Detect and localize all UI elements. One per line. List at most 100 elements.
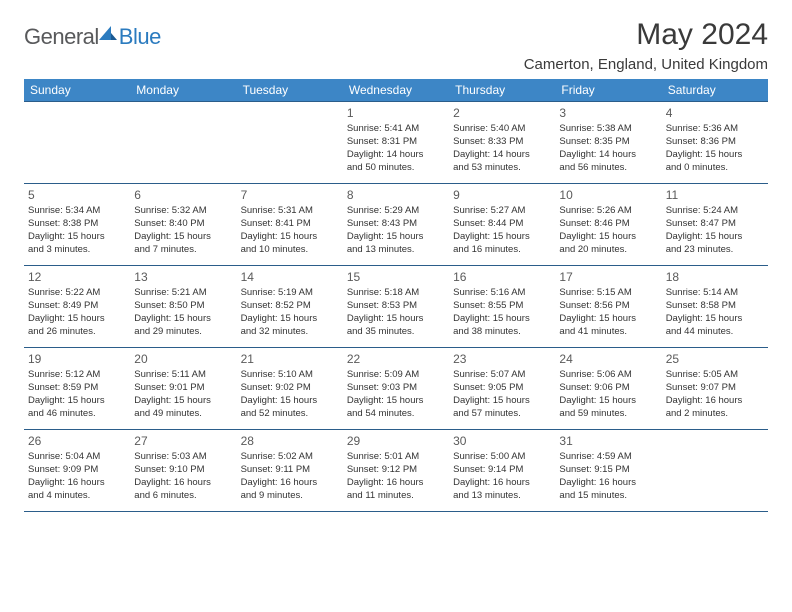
- daylight-line: Daylight: 15 hours: [559, 231, 657, 244]
- sunset-line: Sunset: 8:47 PM: [666, 218, 764, 231]
- daylight-line: Daylight: 16 hours: [134, 477, 232, 490]
- sunrise-line: Sunrise: 5:12 AM: [28, 369, 126, 382]
- sunset-line: Sunset: 9:07 PM: [666, 382, 764, 395]
- sunset-line: Sunset: 9:09 PM: [28, 464, 126, 477]
- daylight-line: Daylight: 16 hours: [347, 477, 445, 490]
- weekday-header: Wednesday: [343, 79, 449, 102]
- daylight-line: and 0 minutes.: [666, 162, 764, 175]
- day-number: 11: [666, 187, 764, 203]
- calendar-day-cell: 30Sunrise: 5:00 AMSunset: 9:14 PMDayligh…: [449, 430, 555, 512]
- sunrise-line: Sunrise: 5:01 AM: [347, 451, 445, 464]
- calendar-week-row: 1Sunrise: 5:41 AMSunset: 8:31 PMDaylight…: [24, 102, 768, 184]
- page: General Blue May 2024 Camerton, England,…: [0, 0, 792, 530]
- daylight-line: and 52 minutes.: [241, 408, 339, 421]
- day-number: 23: [453, 351, 551, 367]
- calendar-day-cell: 18Sunrise: 5:14 AMSunset: 8:58 PMDayligh…: [662, 266, 768, 348]
- calendar-day-cell: 11Sunrise: 5:24 AMSunset: 8:47 PMDayligh…: [662, 184, 768, 266]
- title-block: May 2024 Camerton, England, United Kingd…: [524, 18, 768, 73]
- sunset-line: Sunset: 8:50 PM: [134, 300, 232, 313]
- calendar-day-cell: [24, 102, 130, 184]
- day-number: 3: [559, 105, 657, 121]
- sunset-line: Sunset: 8:36 PM: [666, 136, 764, 149]
- day-number: 14: [241, 269, 339, 285]
- daylight-line: Daylight: 16 hours: [559, 477, 657, 490]
- day-number: 25: [666, 351, 764, 367]
- sunset-line: Sunset: 8:58 PM: [666, 300, 764, 313]
- daylight-line: and 38 minutes.: [453, 326, 551, 339]
- calendar-day-cell: 9Sunrise: 5:27 AMSunset: 8:44 PMDaylight…: [449, 184, 555, 266]
- daylight-line: and 49 minutes.: [134, 408, 232, 421]
- day-number: 19: [28, 351, 126, 367]
- daylight-line: and 46 minutes.: [28, 408, 126, 421]
- daylight-line: Daylight: 14 hours: [559, 149, 657, 162]
- daylight-line: and 57 minutes.: [453, 408, 551, 421]
- sunrise-line: Sunrise: 5:03 AM: [134, 451, 232, 464]
- calendar-day-cell: 15Sunrise: 5:18 AMSunset: 8:53 PMDayligh…: [343, 266, 449, 348]
- sunset-line: Sunset: 8:44 PM: [453, 218, 551, 231]
- sunset-line: Sunset: 8:31 PM: [347, 136, 445, 149]
- daylight-line: and 3 minutes.: [28, 244, 126, 257]
- daylight-line: and 16 minutes.: [453, 244, 551, 257]
- weekday-header: Thursday: [449, 79, 555, 102]
- daylight-line: and 7 minutes.: [134, 244, 232, 257]
- calendar-day-cell: 19Sunrise: 5:12 AMSunset: 8:59 PMDayligh…: [24, 348, 130, 430]
- sunset-line: Sunset: 9:11 PM: [241, 464, 339, 477]
- sunrise-line: Sunrise: 4:59 AM: [559, 451, 657, 464]
- day-number: 4: [666, 105, 764, 121]
- daylight-line: and 11 minutes.: [347, 490, 445, 503]
- logo-triangle-icon: [99, 26, 117, 40]
- calendar-day-cell: 31Sunrise: 4:59 AMSunset: 9:15 PMDayligh…: [555, 430, 661, 512]
- sunset-line: Sunset: 8:38 PM: [28, 218, 126, 231]
- day-number: 18: [666, 269, 764, 285]
- day-number: 26: [28, 433, 126, 449]
- calendar-day-cell: 14Sunrise: 5:19 AMSunset: 8:52 PMDayligh…: [237, 266, 343, 348]
- daylight-line: Daylight: 15 hours: [241, 395, 339, 408]
- sunrise-line: Sunrise: 5:00 AM: [453, 451, 551, 464]
- calendar-day-cell: 25Sunrise: 5:05 AMSunset: 9:07 PMDayligh…: [662, 348, 768, 430]
- sunrise-line: Sunrise: 5:31 AM: [241, 205, 339, 218]
- day-number: 29: [347, 433, 445, 449]
- sunrise-line: Sunrise: 5:29 AM: [347, 205, 445, 218]
- daylight-line: Daylight: 15 hours: [134, 231, 232, 244]
- day-number: 21: [241, 351, 339, 367]
- location: Camerton, England, United Kingdom: [524, 56, 768, 73]
- daylight-line: and 23 minutes.: [666, 244, 764, 257]
- sunrise-line: Sunrise: 5:04 AM: [28, 451, 126, 464]
- daylight-line: Daylight: 15 hours: [28, 313, 126, 326]
- calendar-day-cell: 3 Sunrise: 5:38 AMSunset: 8:35 PMDaylight…: [555, 102, 661, 184]
- weekday-header: Saturday: [662, 79, 768, 102]
- daylight-line: Daylight: 15 hours: [559, 313, 657, 326]
- sunrise-line: Sunrise: 5:16 AM: [453, 287, 551, 300]
- daylight-line: Daylight: 15 hours: [347, 313, 445, 326]
- daylight-line: Daylight: 16 hours: [453, 477, 551, 490]
- logo-text-general: General: [24, 24, 99, 50]
- daylight-line: Daylight: 16 hours: [666, 395, 764, 408]
- sunset-line: Sunset: 9:15 PM: [559, 464, 657, 477]
- sunrise-line: Sunrise: 5:26 AM: [559, 205, 657, 218]
- calendar-day-cell: 6Sunrise: 5:32 AMSunset: 8:40 PMDaylight…: [130, 184, 236, 266]
- sunset-line: Sunset: 9:01 PM: [134, 382, 232, 395]
- calendar-day-cell: 29Sunrise: 5:01 AMSunset: 9:12 PMDayligh…: [343, 430, 449, 512]
- sunset-line: Sunset: 8:56 PM: [559, 300, 657, 313]
- daylight-line: Daylight: 15 hours: [666, 231, 764, 244]
- day-number: 30: [453, 433, 551, 449]
- sunset-line: Sunset: 8:40 PM: [134, 218, 232, 231]
- sunset-line: Sunset: 8:35 PM: [559, 136, 657, 149]
- calendar-day-cell: 12Sunrise: 5:22 AMSunset: 8:49 PMDayligh…: [24, 266, 130, 348]
- daylight-line: Daylight: 15 hours: [241, 231, 339, 244]
- sunset-line: Sunset: 8:52 PM: [241, 300, 339, 313]
- sunrise-line: Sunrise: 5:21 AM: [134, 287, 232, 300]
- sunrise-line: Sunrise: 5:38 AM: [559, 123, 657, 136]
- sunset-line: Sunset: 9:06 PM: [559, 382, 657, 395]
- calendar-day-cell: 26Sunrise: 5:04 AMSunset: 9:09 PMDayligh…: [24, 430, 130, 512]
- calendar-day-cell: 1Sunrise: 5:41 AMSunset: 8:31 PMDaylight…: [343, 102, 449, 184]
- weekday-header: Friday: [555, 79, 661, 102]
- sunset-line: Sunset: 8:43 PM: [347, 218, 445, 231]
- day-number: 20: [134, 351, 232, 367]
- day-number: 8: [347, 187, 445, 203]
- sunrise-line: Sunrise: 5:02 AM: [241, 451, 339, 464]
- weekday-header-row: Sunday Monday Tuesday Wednesday Thursday…: [24, 79, 768, 102]
- day-number: 15: [347, 269, 445, 285]
- sunrise-line: Sunrise: 5:15 AM: [559, 287, 657, 300]
- daylight-line: and 29 minutes.: [134, 326, 232, 339]
